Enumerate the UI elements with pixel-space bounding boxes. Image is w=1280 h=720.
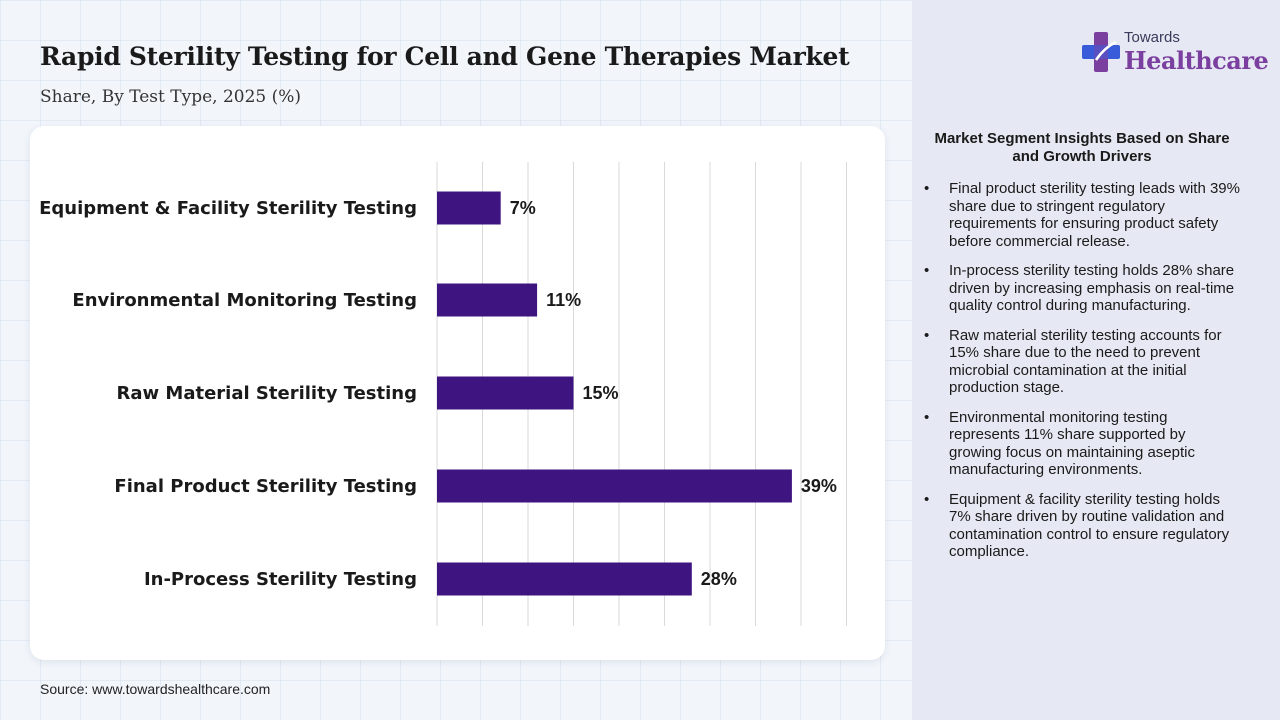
insights-panel-background	[912, 0, 1280, 720]
chart-subtitle: Share, By Test Type, 2025 (%)	[40, 87, 302, 107]
data-label: 7%	[510, 198, 536, 218]
source-note: Source: www.towardshealthcare.com	[40, 681, 271, 697]
insight-item: • Raw material sterility testing accounts…	[922, 327, 1242, 397]
insight-text: In-process sterility testing holds 28% s…	[949, 262, 1235, 314]
category-label: Final Product Sterility Testing	[114, 476, 417, 497]
logo-text-towards: Towards	[1124, 29, 1180, 46]
insight-item: • Final product sterility testing leads w…	[922, 180, 1242, 250]
bullet-icon: •	[924, 180, 930, 197]
medical-cross-icon	[1082, 32, 1120, 72]
insight-text: Raw material sterility testing accounts …	[949, 326, 1222, 397]
data-label: 11%	[546, 290, 581, 310]
insight-text: Equipment & facility sterility testing h…	[949, 490, 1230, 561]
insight-item: • In-process sterility testing holds 28% …	[922, 262, 1242, 315]
bullet-icon: •	[924, 408, 930, 426]
category-label: Raw Material Sterility Testing	[117, 383, 417, 404]
bar	[437, 283, 538, 317]
bar	[437, 376, 574, 410]
insight-item: • Environmental monitoring testing repres…	[922, 409, 1242, 479]
insight-text: Final product sterility testing leads wi…	[949, 180, 1240, 250]
brand-logo: Towards Healthcare	[1082, 28, 1269, 78]
chart-card: Equipment & Facility Sterility Testing 7%…	[30, 126, 885, 660]
chart-title: Rapid Sterility Testing for Cell and Gen…	[40, 42, 850, 71]
bar	[437, 191, 501, 225]
bar	[437, 469, 792, 503]
data-label: 39%	[801, 476, 837, 496]
bullet-icon: •	[924, 490, 930, 508]
insight-text: Environmental monitoring testing represe…	[949, 408, 1195, 479]
data-label: 15%	[583, 383, 619, 403]
data-label: 28%	[701, 569, 737, 589]
category-label: Equipment & Facility Sterility Testing	[39, 198, 417, 219]
logo-text-healthcare: Healthcare	[1124, 46, 1269, 75]
bullet-icon: •	[924, 262, 930, 279]
insights-title: Market Segment Insights Based on Share a…	[934, 130, 1230, 165]
insights-list: • Final product sterility testing leads w…	[922, 180, 1242, 573]
category-label: Environmental Monitoring Testing	[72, 290, 417, 311]
bar-chart: Equipment & Facility Sterility Testing 7%…	[39, 162, 847, 626]
insight-item: • Equipment & facility sterility testing …	[922, 491, 1242, 561]
category-label: In-Process Sterility Testing	[144, 569, 417, 590]
bullet-icon: •	[924, 326, 930, 344]
bar	[437, 562, 692, 596]
